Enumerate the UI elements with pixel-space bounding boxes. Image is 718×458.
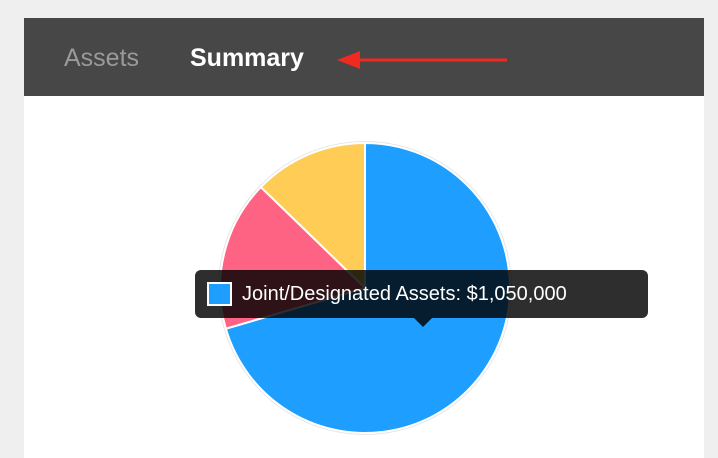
tooltip-text: Joint/Designated Assets: $1,050,000 xyxy=(242,283,567,305)
tooltip-value: $1,050,000 xyxy=(467,283,567,305)
tooltip-category: Joint/Designated Assets xyxy=(242,283,455,305)
tooltip-separator: : xyxy=(455,283,466,305)
pie-slice xyxy=(259,141,366,291)
tab[interactable]: Assets xyxy=(64,44,140,72)
annotation-arrow xyxy=(337,51,507,69)
tooltip-swatch xyxy=(207,282,232,306)
tooltip: Joint/Designated Assets: $1,050,000 xyxy=(195,270,648,327)
tooltip-box xyxy=(195,270,648,318)
tab[interactable]: Summary xyxy=(190,44,304,72)
tooltip-caret xyxy=(414,318,432,327)
tab-bar: Assets Summary xyxy=(24,18,704,96)
